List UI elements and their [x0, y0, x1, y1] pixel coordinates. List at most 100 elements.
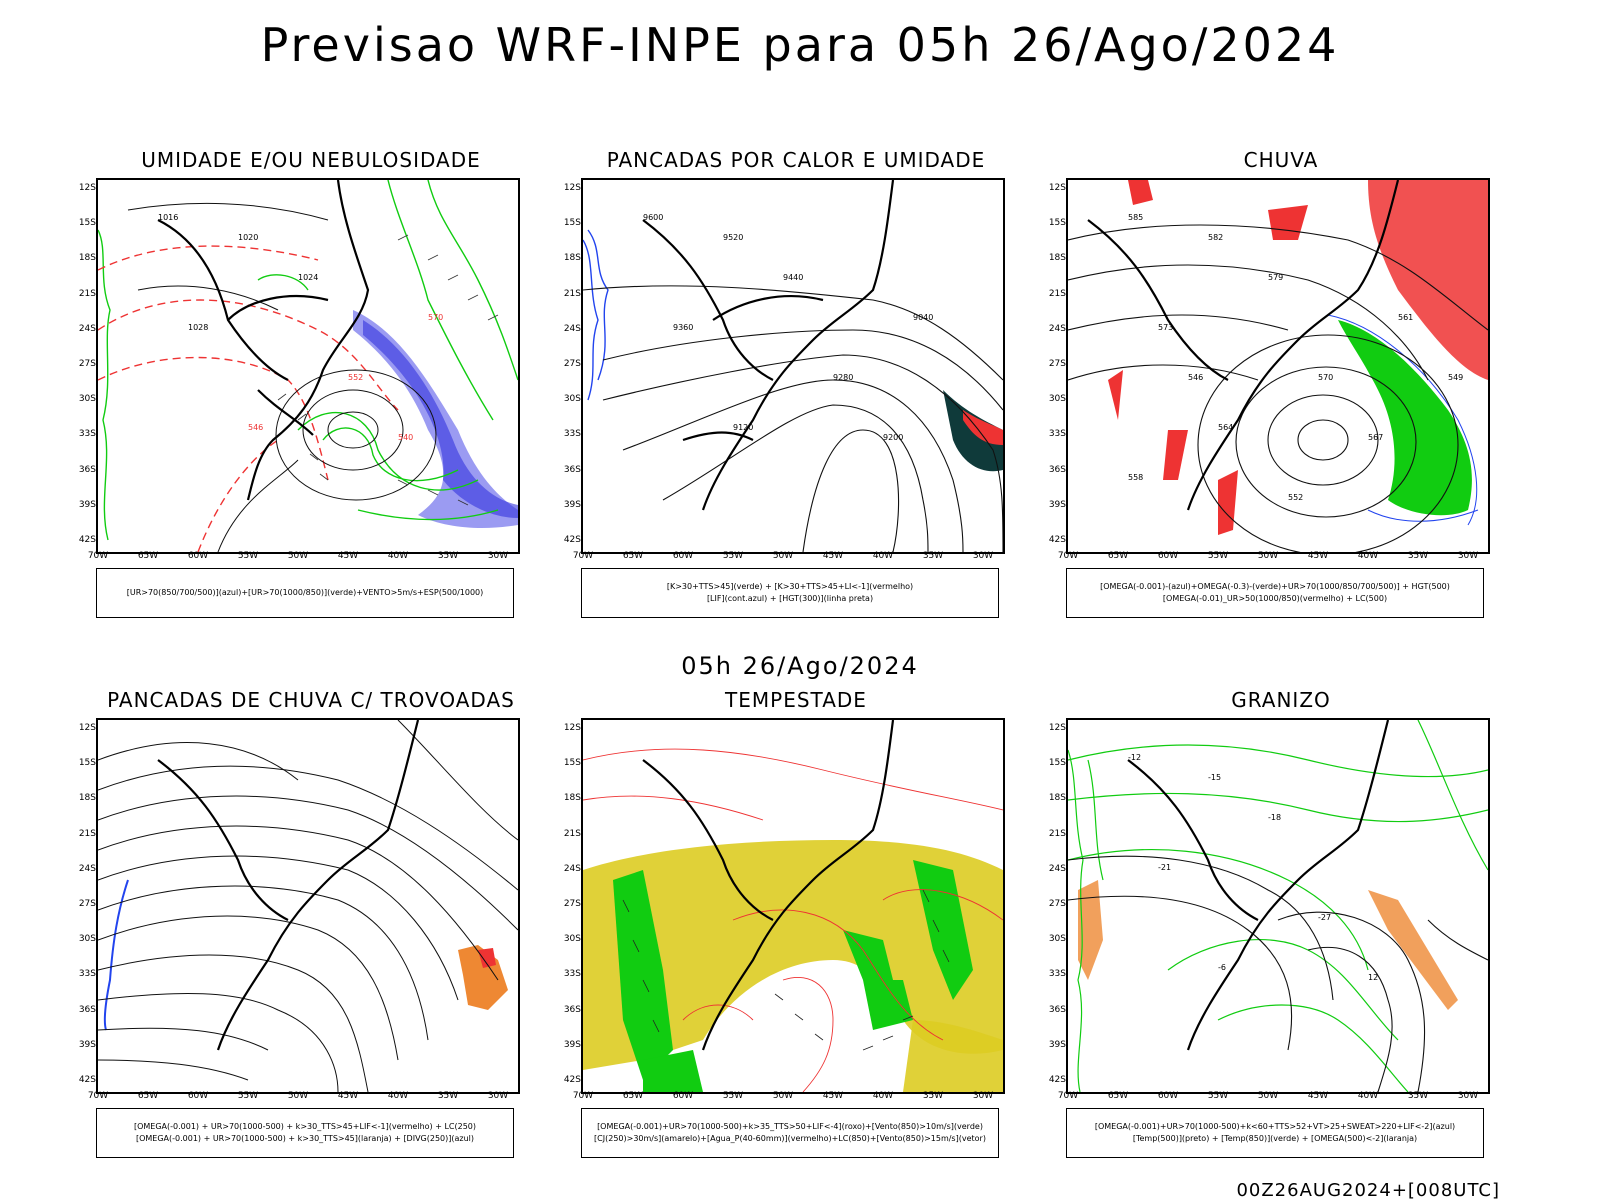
lat-tick-label: 30S — [563, 394, 581, 405]
panel-title: PANCADAS POR CALOR E UMIDADE — [606, 148, 986, 172]
lon-tick-label: 40W — [872, 1091, 894, 1101]
lon-tick-label: 65W — [137, 551, 159, 561]
legend-line-1: [OMEGA(-0.001) + UR>70(1000-500) + k>30_… — [133, 1122, 477, 1131]
panel-title: PANCADAS DE CHUVA C/ TROVOADAS — [107, 688, 515, 712]
lat-tick-label: 24S — [78, 863, 96, 874]
lat-tick-label: 12S — [1048, 723, 1066, 733]
contour-value-label: -21 — [1158, 863, 1171, 872]
isobars — [127, 202, 437, 552]
map-granizo-svg: -12 -15 -18 -21 -27 12 -6 — [1068, 720, 1488, 1092]
lon-tick-label: 70W — [87, 551, 109, 561]
contour-value-label: 9280 — [833, 373, 853, 382]
lat-tick-label: 36S — [563, 464, 581, 475]
lon-axis: 70W 65W 60W 55W 50W 45W 40W 35W 30W — [573, 1091, 1001, 1105]
lon-axis: 70W 65W 60W 55W 50W 45W 40W 35W 30W — [1058, 551, 1486, 565]
contour-value-label: -12 — [1128, 753, 1141, 762]
lon-tick-label: 70W — [572, 551, 594, 561]
lon-tick-label: 40W — [1357, 1091, 1379, 1101]
lon-tick-label: 50W — [287, 551, 309, 561]
lat-tick-label: 24S — [563, 323, 581, 334]
contour-value-label: 9600 — [643, 213, 663, 222]
legend-line-2: [LIF](cont.azul) + [HGT(300)](linha pret… — [706, 594, 874, 603]
map-chuva: 585 582 579 573 570 567 564 561 558 552 549 546 — [1066, 178, 1490, 554]
lat-tick-label: 39S — [78, 499, 96, 510]
lat-axis: 12S 15S 18S 21S 24S 27S 30S 33S 36S 39S 42S — [74, 718, 96, 1090]
lon-tick-label: 60W — [187, 551, 209, 561]
lat-tick-label: 21S — [1048, 828, 1066, 839]
lat-tick-label: 27S — [78, 899, 96, 909]
legend-trovoadas: [OMEGA(-0.001) + UR>70(1000-500) + k>30_… — [96, 1108, 514, 1158]
lat-tick-label: 24S — [1048, 323, 1066, 334]
contour-value-label: 9120 — [733, 423, 753, 432]
lat-tick-label: 15S — [78, 218, 96, 229]
legend-line-2: [OMEGA(-0.01)_UR>50(1000/850)(vermelho) … — [1162, 594, 1388, 603]
contour-value-label: 9520 — [723, 233, 743, 242]
lat-tick-label: 21S — [78, 828, 96, 839]
lon-tick-label: 30W — [1457, 1091, 1479, 1101]
red-areas — [478, 948, 496, 968]
orange-omega-areas — [1078, 880, 1458, 1010]
lon-tick-label: 65W — [1107, 551, 1129, 561]
red-region — [963, 410, 1003, 445]
contour-value-label: 9360 — [673, 323, 693, 332]
run-code: 00Z26AUG2024+[008UTC] — [1236, 1180, 1500, 1201]
coastline — [157, 180, 370, 501]
lon-tick-label: 35W — [1407, 551, 1429, 561]
lon-tick-label: 40W — [387, 1091, 409, 1101]
green-contours — [98, 180, 518, 541]
contour-value-label: 546 — [248, 423, 263, 432]
lon-axis: 70W 65W 60W 55W 50W 45W 40W 35W 30W — [88, 1091, 516, 1105]
lat-tick-label: 21S — [1048, 288, 1066, 299]
contour-value-label: 585 — [1128, 213, 1143, 222]
lon-tick-label: 55W — [722, 551, 744, 561]
lat-tick-label: 15S — [1048, 218, 1066, 229]
lat-tick-label: 12S — [1048, 183, 1066, 193]
lon-tick-label: 45W — [337, 1091, 359, 1101]
panel-trovoadas: PANCADAS DE CHUVA C/ TROVOADAS 12S 15S 18S… — [76, 688, 566, 1178]
lat-tick-label: 42S — [1048, 1075, 1066, 1085]
lon-tick-label: 30W — [487, 551, 509, 561]
lat-tick-label: 36S — [1048, 464, 1066, 475]
lat-axis: 12S 15S 18S 21S 24S 27S 30S 33S 36S 39S 42S — [559, 178, 581, 550]
contour-value-label: 570 — [1318, 373, 1333, 382]
contour-value-label: 1028 — [188, 323, 208, 332]
contour-value-label: 579 — [1268, 273, 1283, 282]
lat-tick-label: 18S — [563, 253, 581, 264]
lat-tick-label: 12S — [563, 723, 581, 733]
legend-line-1: [K>30+TTS>45](verde) + [K>30+TTS>45+LI<-… — [666, 582, 914, 591]
contour-value-label: 558 — [1128, 473, 1143, 482]
legend-line-2: [OMEGA(-0.001) + UR>70(1000-500) + k>30_… — [135, 1134, 475, 1143]
lat-tick-label: 27S — [1048, 359, 1066, 369]
green-rain-areas — [1338, 320, 1472, 516]
panel-title: GRANIZO — [1231, 688, 1331, 712]
lon-tick-label: 50W — [1257, 1091, 1279, 1101]
lat-tick-label: 24S — [1048, 863, 1066, 874]
lon-tick-label: 35W — [922, 551, 944, 561]
contour-value-label: 552 — [348, 373, 363, 382]
lon-tick-label: 45W — [337, 551, 359, 561]
panel-pancadas-calor: PANCADAS POR CALOR E UMIDADE 12S 15S 18S 21… — [561, 148, 1051, 638]
contour-value-label: 567 — [1368, 433, 1383, 442]
lat-tick-label: 30S — [78, 394, 96, 405]
lat-tick-label: 39S — [1048, 499, 1066, 510]
panel-title: TEMPESTADE — [725, 688, 867, 712]
lat-tick-label: 36S — [78, 464, 96, 475]
lat-tick-label: 18S — [78, 253, 96, 264]
lat-tick-label: 12S — [78, 183, 96, 193]
lat-tick-label: 33S — [1048, 969, 1066, 980]
contour-value-label: -6 — [1218, 963, 1226, 972]
lon-tick-label: 35W — [437, 1091, 459, 1101]
lon-tick-label: 60W — [672, 551, 694, 561]
lat-tick-label: 24S — [78, 323, 96, 334]
lat-tick-label: 15S — [1048, 758, 1066, 769]
lon-tick-label: 40W — [1357, 551, 1379, 561]
lat-tick-label: 39S — [1048, 1039, 1066, 1050]
lon-tick-label: 55W — [1207, 1091, 1229, 1101]
lon-tick-label: 30W — [1457, 551, 1479, 561]
lon-tick-label: 60W — [1157, 551, 1179, 561]
contour-value-label: 1020 — [238, 233, 258, 242]
lat-tick-label: 42S — [563, 535, 581, 545]
coastline — [1127, 720, 1390, 1051]
lat-tick-label: 27S — [78, 359, 96, 369]
map-pancadas-calor: 9600 9520 9440 9360 9280 9200 9120 9040 — [581, 178, 1005, 554]
